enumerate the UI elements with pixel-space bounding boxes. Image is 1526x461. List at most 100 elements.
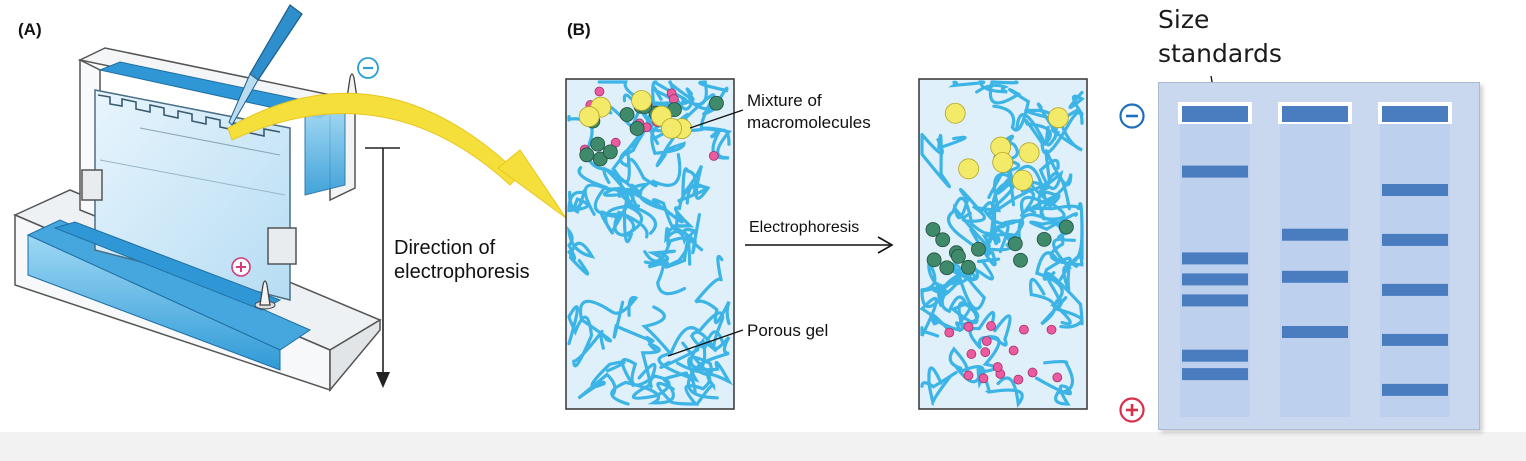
gel-fiber: [643, 227, 704, 269]
mixture-label-line2: macromolecules: [747, 113, 871, 132]
small-molecule: [1008, 345, 1019, 356]
medium-molecule: [709, 95, 724, 111]
gel-fiber: [933, 301, 979, 333]
gel-band: [1182, 368, 1248, 381]
medium-molecule: [971, 241, 986, 257]
side-clip-right: [267, 227, 297, 265]
gel-band: [1382, 184, 1448, 196]
gel-fiber: [620, 358, 671, 400]
large-molecule: [1047, 107, 1069, 129]
small-molecule: [963, 321, 974, 332]
gel-fiber: [656, 368, 719, 406]
medium-molecule: [951, 248, 966, 264]
gel-fiber: [599, 186, 658, 236]
gel-fiber: [612, 300, 661, 389]
well-band: [1182, 106, 1248, 122]
direction-arrow-head: [376, 372, 390, 388]
small-molecule: [980, 347, 991, 358]
small-molecule: [992, 362, 1003, 372]
gel-fiber: [995, 212, 1076, 254]
lane-3: [1380, 102, 1450, 417]
medium-molecule: [1036, 232, 1052, 247]
gel-fiber: [613, 147, 682, 188]
small-molecule: [668, 94, 679, 104]
gel-fiber: [1015, 149, 1073, 211]
large-molecule: [661, 117, 682, 139]
pipette: [228, 4, 303, 126]
electrode-bottom: [254, 280, 276, 310]
minus-icon: [357, 57, 379, 79]
medium-molecule: [926, 252, 942, 268]
gel-fiber: [577, 360, 626, 400]
small-molecule: [944, 327, 955, 338]
gel-fiber: [643, 249, 687, 296]
side-clip-left: [81, 169, 103, 201]
gel-fiber: [988, 80, 1031, 132]
size-standards-label-line1: Size: [1158, 5, 1210, 34]
gel-fiber: [625, 182, 684, 231]
medium-molecule: [592, 151, 608, 167]
gel-fiber: [694, 254, 731, 326]
large-molecule: [992, 152, 1014, 173]
gel-fiber: [567, 305, 604, 368]
gel-fiber: [1029, 277, 1084, 329]
gel-band: [1382, 233, 1448, 246]
gel-fiber: [1029, 202, 1084, 261]
well-band: [1382, 106, 1448, 122]
medium-molecule: [961, 259, 976, 275]
medium-molecule: [602, 144, 618, 160]
gel-band: [1282, 326, 1348, 338]
panel-a-letter: (A): [18, 20, 42, 39]
direction-label-line2: electrophoresis: [394, 261, 530, 283]
gel-fiber: [980, 335, 1024, 408]
small-molecule: [966, 349, 977, 359]
gel-after: [918, 78, 1088, 410]
small-molecule: [1027, 367, 1038, 378]
lane-2: [1280, 102, 1350, 417]
gel-band: [1382, 383, 1448, 396]
medium-molecule: [925, 222, 941, 237]
medium-molecule: [629, 121, 645, 136]
gel-fiber: [920, 366, 958, 406]
small-molecule: [963, 370, 974, 381]
medium-molecule: [1058, 219, 1074, 235]
large-molecule: [944, 102, 966, 124]
small-molecule: [1019, 324, 1029, 335]
gel-band: [1282, 228, 1348, 241]
porous-gel-label: Porous gel: [747, 321, 829, 340]
medium-molecule: [579, 147, 595, 163]
large-molecule: [631, 90, 652, 111]
gel-fiber: [920, 132, 967, 189]
gel-band: [1182, 294, 1248, 307]
gel-fiber: [948, 80, 1010, 94]
gel-fiber: [567, 189, 589, 214]
medium-molecule: [935, 232, 951, 248]
size-standards-label-line2: standards: [1158, 39, 1282, 68]
gel-fiber: [990, 166, 1018, 213]
small-molecule: [978, 373, 989, 384]
mixture-label-line1: Mixture of: [747, 91, 822, 110]
large-molecule: [578, 106, 600, 128]
medium-molecule: [1007, 236, 1023, 252]
medium-molecule: [1013, 252, 1028, 268]
gel-before: [565, 78, 735, 410]
gel-fiber: [968, 310, 1012, 350]
gel-band: [1382, 283, 1448, 296]
small-molecule: [1046, 324, 1057, 335]
apparatus-illustration: [13, 4, 400, 393]
small-molecule: [1013, 374, 1024, 385]
gel-fiber: [919, 296, 952, 338]
gel-fiber: [1015, 111, 1084, 155]
gel-band: [1382, 333, 1448, 346]
medium-molecule: [939, 260, 955, 276]
gel-fiber: [566, 226, 596, 276]
gel-fiber: [650, 123, 686, 168]
large-molecule: [958, 158, 980, 180]
gel-fiber: [1019, 190, 1061, 221]
gel-fiber: [664, 213, 701, 266]
transfer-arrow: [227, 92, 567, 219]
gel-band: [1182, 165, 1248, 178]
direction-label-line1: Direction of: [394, 237, 496, 259]
panel-b-letter: (B): [567, 20, 591, 39]
gel-fiber: [671, 164, 711, 228]
